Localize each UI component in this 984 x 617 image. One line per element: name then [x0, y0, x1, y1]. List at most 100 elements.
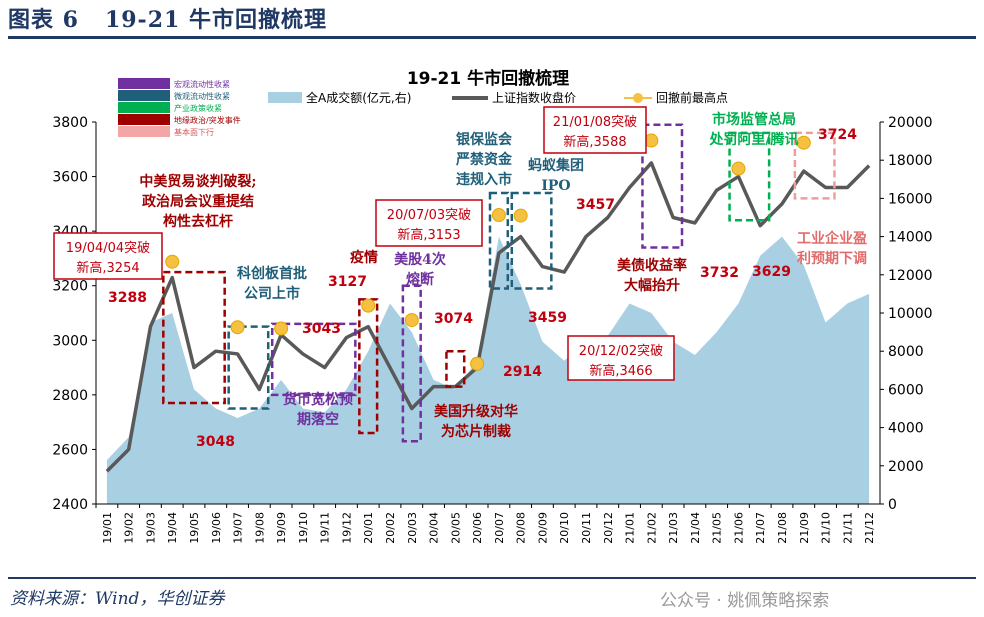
x-tick-label: 21/02: [645, 512, 658, 544]
legend-swatch-label: 宏观流动性收紧: [174, 79, 230, 89]
breakout-callout-text: 21/01/08突破新高,3588: [553, 114, 637, 150]
legend-area-label: 全A成交额(亿元,右): [306, 90, 411, 105]
x-tick-label: 19/01: [101, 512, 114, 544]
peak-value-label: 3629: [752, 264, 791, 280]
drawdown-box: [510, 191, 553, 290]
legend-swatch-label: 产业政策收紧: [174, 103, 222, 113]
event-annotation: 美债收益率大幅抬升: [617, 257, 687, 294]
drawdown-box: [358, 298, 379, 435]
legend-area-key: [268, 92, 302, 103]
peak-marker: [230, 320, 245, 335]
event-annotation: 蚂蚁集团 IPO: [528, 157, 584, 194]
event-annotation: 科创板首批公司上市: [237, 265, 307, 302]
breakout-callout-box: [53, 232, 163, 280]
drawdown-box: [162, 270, 226, 405]
drawdown-box: [641, 123, 684, 249]
y-left-tick-label: 3600: [52, 170, 88, 186]
peak-value-label: 3732: [700, 265, 739, 281]
x-tick-label: 21/05: [711, 512, 724, 544]
drawdown-box: [445, 349, 466, 388]
chart-title: 19-21 牛市回撤梳理: [407, 68, 569, 89]
peak-marker: [491, 208, 506, 223]
event-annotation: 疫情: [350, 249, 378, 266]
index-line-layer: [105, 161, 871, 473]
source-rule: [8, 577, 976, 579]
y-right-tick-label: 20000: [888, 115, 933, 131]
x-tick-label: 21/06: [732, 512, 745, 544]
drawdown-box: [227, 325, 270, 410]
x-tick-label: 20/07: [493, 512, 506, 544]
event-annotation: 市场监管总局处罚阿里/腾讯: [708, 111, 798, 148]
breakout-callout-text: 19/04/04突破新高,3254: [66, 240, 150, 276]
y-left-tick-label: 2800: [52, 388, 88, 404]
event-annotation: 银保监会严禁资金违规入市: [455, 131, 513, 188]
y-right-tick-label: 0: [888, 497, 897, 513]
x-tick-label: 19/05: [188, 512, 201, 544]
x-tick-label: 21/04: [689, 512, 702, 544]
x-tick-label: 21/09: [798, 512, 811, 544]
x-tick-label: 21/12: [863, 512, 876, 544]
legend-swatch: [118, 78, 170, 89]
event-annotation: 美股4次熔断: [394, 251, 446, 288]
x-tick-label: 19/04: [166, 512, 179, 544]
y-right-tick-label: 8000: [888, 344, 924, 360]
figure-title: 图表 6 19-21 牛市回撤梳理: [8, 7, 327, 33]
annotation-layer: 19-21 牛市回撤梳理宏观流动性收紧微观流动性收紧产业政策收紧地缘政治/突发事…: [53, 68, 867, 450]
drawdown-box: [728, 131, 771, 222]
peak-marker: [796, 135, 811, 150]
x-tick-label: 20/02: [384, 512, 397, 544]
x-tick-label: 21/08: [776, 512, 789, 544]
drawdown-box: [488, 191, 510, 290]
x-tick-label: 21/11: [841, 512, 854, 544]
x-tick-label: 21/10: [820, 512, 833, 544]
x-tick-label: 20/01: [362, 512, 375, 544]
drawdown-box: [401, 284, 422, 443]
x-tick-label: 21/01: [624, 512, 637, 544]
y-right-tick-label: 2000: [888, 459, 924, 475]
legend-swatch: [118, 114, 170, 125]
legend-swatch: [118, 126, 170, 137]
peak-value-label: 3048: [196, 434, 235, 450]
y-right-tick-label: 16000: [888, 191, 933, 207]
legend-line-label: 上证指数收盘价: [492, 90, 576, 105]
legend-swatch-label: 基本面下行: [174, 127, 214, 137]
peak-value-label: 3724: [818, 127, 857, 143]
drawdown-boxes-layer: [162, 123, 836, 443]
breakout-callout-text: 20/12/02突破新高,3466: [579, 343, 663, 379]
x-tick-label: 19/08: [253, 512, 266, 544]
x-tick-label: 19/07: [232, 512, 245, 544]
x-tick-label: 20/10: [558, 512, 571, 544]
index-line: [105, 161, 871, 473]
y-right-tick-label: 4000: [888, 421, 924, 437]
y-right-tick-label: 6000: [888, 382, 924, 398]
peak-marker: [361, 298, 376, 313]
event-annotation: 美国升级对华为芯片制裁: [434, 403, 518, 440]
x-tick-label: 20/04: [428, 512, 441, 544]
event-annotation: 工业企业盈利预期下调: [797, 230, 867, 267]
peak-marker: [644, 133, 659, 148]
peak-value-label: 3043: [302, 321, 341, 337]
x-tick-label: 19/10: [297, 512, 310, 544]
peak-marker: [731, 161, 746, 176]
event-annotation: 中美贸易谈判破裂;政治局会议重提结构性去杠杆: [139, 173, 256, 230]
y-left-tick-label: 2400: [52, 497, 88, 513]
peak-value-label: 3459: [528, 310, 567, 326]
x-tick-label: 19/06: [210, 512, 223, 544]
y-right-tick-label: 10000: [888, 306, 933, 322]
peak-markers-layer: [165, 133, 811, 371]
turnover-area-layer: [106, 236, 870, 504]
x-tick-label: 20/05: [449, 512, 462, 544]
peak-value-label: 3457: [576, 197, 615, 213]
breakout-callout-box: [543, 106, 647, 154]
event-annotation: 货币宽松预期落空: [282, 391, 353, 428]
watermark: 公众号 · 姚佩策略探索: [660, 591, 830, 611]
y-left-tick-label: 3000: [52, 333, 88, 349]
peak-value-label: 3074: [434, 311, 473, 327]
x-tick-label: 20/06: [471, 512, 484, 544]
legend-marker-label: 回撤前最高点: [656, 90, 728, 105]
axes-layer: 2400260028003000320034003600380002000400…: [52, 115, 932, 544]
legend-marker-key: [633, 93, 643, 103]
breakout-callout-box: [567, 335, 675, 381]
x-tick-label: 20/03: [406, 512, 419, 544]
